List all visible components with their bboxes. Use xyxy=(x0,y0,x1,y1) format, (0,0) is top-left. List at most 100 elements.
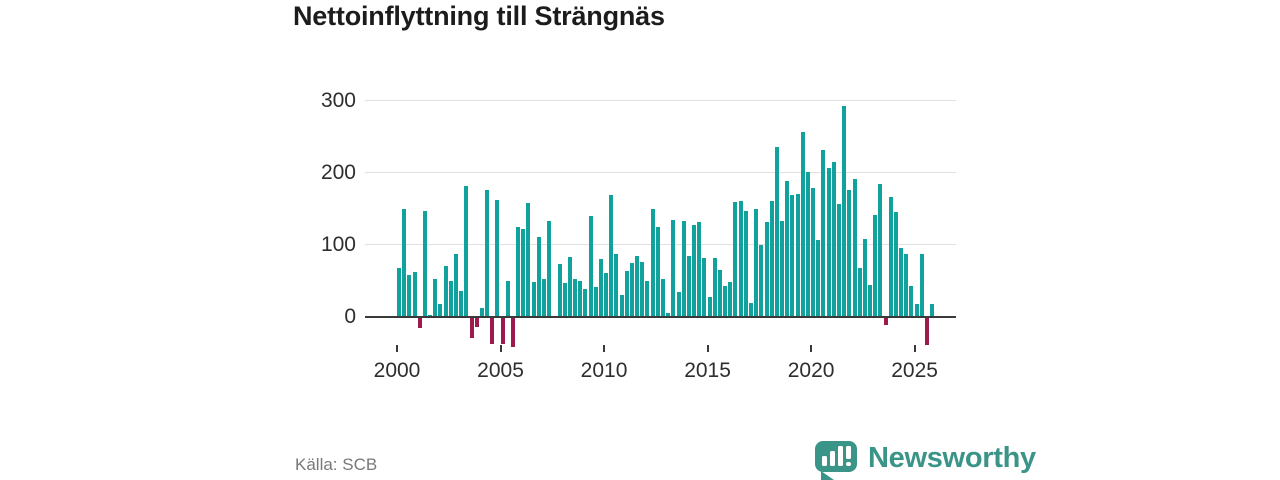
bar-2022-q1 xyxy=(852,179,857,316)
bar-2000-q2 xyxy=(402,209,407,316)
bar-2004-q3 xyxy=(490,318,495,344)
bar-2018-q2 xyxy=(774,147,779,316)
bar-2008-q4 xyxy=(578,281,583,316)
bar-2017-q1 xyxy=(749,303,753,316)
bar-2021-q1 xyxy=(831,162,836,316)
bar-2000-q3 xyxy=(407,275,412,316)
bar-2024-q2 xyxy=(899,248,904,316)
bar-2000-q1 xyxy=(397,268,401,316)
bar-2019-q4 xyxy=(805,172,810,316)
bar-2009-q4 xyxy=(598,259,603,316)
x-axis-tick-2025 xyxy=(913,345,916,352)
logo-exclamation-icon xyxy=(846,446,851,459)
bar-2011-q2 xyxy=(629,263,634,316)
bar-2024-q4 xyxy=(909,286,914,316)
bar-2008-q1 xyxy=(562,283,567,316)
bar-2012-q4 xyxy=(661,279,665,316)
logo-exclamation-dot-icon xyxy=(846,462,851,466)
bar-2005-q2 xyxy=(505,281,510,316)
gridline-100 xyxy=(365,244,956,245)
bar-2009-q1 xyxy=(583,289,588,316)
bar-2013-q2 xyxy=(671,220,676,316)
bar-2008-q2 xyxy=(567,257,572,316)
bar-2018-q1 xyxy=(769,201,774,316)
y-axis-label-100: 100 xyxy=(320,233,356,256)
bar-2023-q3 xyxy=(883,318,888,325)
bar-2003-q4 xyxy=(474,318,479,327)
bar-2003-q1 xyxy=(459,291,464,316)
bar-2017-q3 xyxy=(759,245,764,316)
logo-bar-icon xyxy=(838,446,843,466)
bar-2016-q4 xyxy=(743,211,748,316)
bar-2005-q1 xyxy=(500,318,505,344)
bar-2009-q3 xyxy=(593,287,598,316)
bar-2008-q3 xyxy=(573,279,577,316)
bar-2019-q3 xyxy=(800,132,805,316)
bar-2001-q2 xyxy=(422,211,427,316)
bar-2016-q2 xyxy=(733,202,738,316)
bar-2003-q2 xyxy=(464,186,469,316)
x-axis-tick-2020 xyxy=(810,345,813,352)
x-axis-tick-2005 xyxy=(499,345,502,352)
chart-title: Nettoinflyttning till Strängnäs xyxy=(293,1,665,31)
bar-2025-q4 xyxy=(930,304,935,316)
bar-chart: 0 100 200 300 2000 2005 2010 2015 2020 2025 xyxy=(320,89,956,382)
bar-2019-q1 xyxy=(790,195,795,316)
bar-2020-q4 xyxy=(826,168,831,316)
bar-2020-q1 xyxy=(811,188,816,316)
y-axis-label-300: 300 xyxy=(320,89,356,112)
bar-2010-q4 xyxy=(619,295,624,316)
bar-2002-q1 xyxy=(438,304,443,316)
bar-2015-q1 xyxy=(707,297,712,316)
logo-bar-icon xyxy=(830,451,835,466)
bar-2023-q4 xyxy=(888,197,893,316)
bar-2002-q2 xyxy=(443,266,448,316)
x-axis-baseline xyxy=(365,316,956,318)
x-axis-label-2025: 2025 xyxy=(891,359,938,382)
bar-2024-q3 xyxy=(904,254,909,316)
newsworthy-wordmark: Newsworthy xyxy=(868,442,1036,474)
bar-2014-q2 xyxy=(692,225,696,316)
bar-2013-q1 xyxy=(666,313,671,316)
bar-2025-q2 xyxy=(919,254,924,316)
bar-2015-q3 xyxy=(717,270,722,316)
bar-2006-q4 xyxy=(536,237,541,316)
bar-2007-q1 xyxy=(541,279,546,316)
bar-2012-q2 xyxy=(650,209,655,316)
bar-2020-q2 xyxy=(816,240,821,316)
bar-2001-q3 xyxy=(428,315,433,316)
bar-2010-q1 xyxy=(604,273,608,316)
newsworthy-logo-tail xyxy=(821,471,834,480)
bar-2007-q2 xyxy=(547,221,552,316)
bar-2006-q3 xyxy=(531,282,536,316)
bar-2019-q2 xyxy=(795,194,800,316)
bar-2002-q3 xyxy=(448,281,453,316)
bar-2012-q3 xyxy=(655,227,660,316)
bar-2011-q4 xyxy=(640,262,645,316)
x-axis-tick-2015 xyxy=(706,345,709,352)
bar-2009-q2 xyxy=(588,216,593,316)
x-axis-label-2000: 2000 xyxy=(373,359,421,382)
bar-2001-q1 xyxy=(417,318,422,328)
x-axis-label-2005: 2005 xyxy=(477,359,524,382)
bar-2005-q3 xyxy=(510,318,515,347)
bar-2007-q4 xyxy=(557,264,562,316)
y-axis-label-0: 0 xyxy=(344,305,356,328)
bar-2018-q4 xyxy=(785,181,790,316)
bar-2022-q4 xyxy=(868,285,872,316)
gridline-200 xyxy=(365,172,956,173)
bar-2005-q4 xyxy=(516,227,520,316)
bar-2014-q3 xyxy=(697,222,702,316)
bar-2011-q1 xyxy=(624,271,629,316)
newsworthy-logo-icon xyxy=(815,441,857,472)
bar-2021-q3 xyxy=(842,106,847,316)
bar-2011-q3 xyxy=(635,256,640,316)
bar-2016-q3 xyxy=(738,201,743,316)
bar-2000-q4 xyxy=(412,272,417,316)
bar-2006-q2 xyxy=(526,203,531,316)
source-label: Källa: SCB xyxy=(295,455,378,474)
x-axis-tick-2010 xyxy=(603,345,606,352)
x-axis-label-2020: 2020 xyxy=(787,359,835,382)
bar-2014-q1 xyxy=(686,256,691,316)
bar-2002-q4 xyxy=(453,254,458,316)
